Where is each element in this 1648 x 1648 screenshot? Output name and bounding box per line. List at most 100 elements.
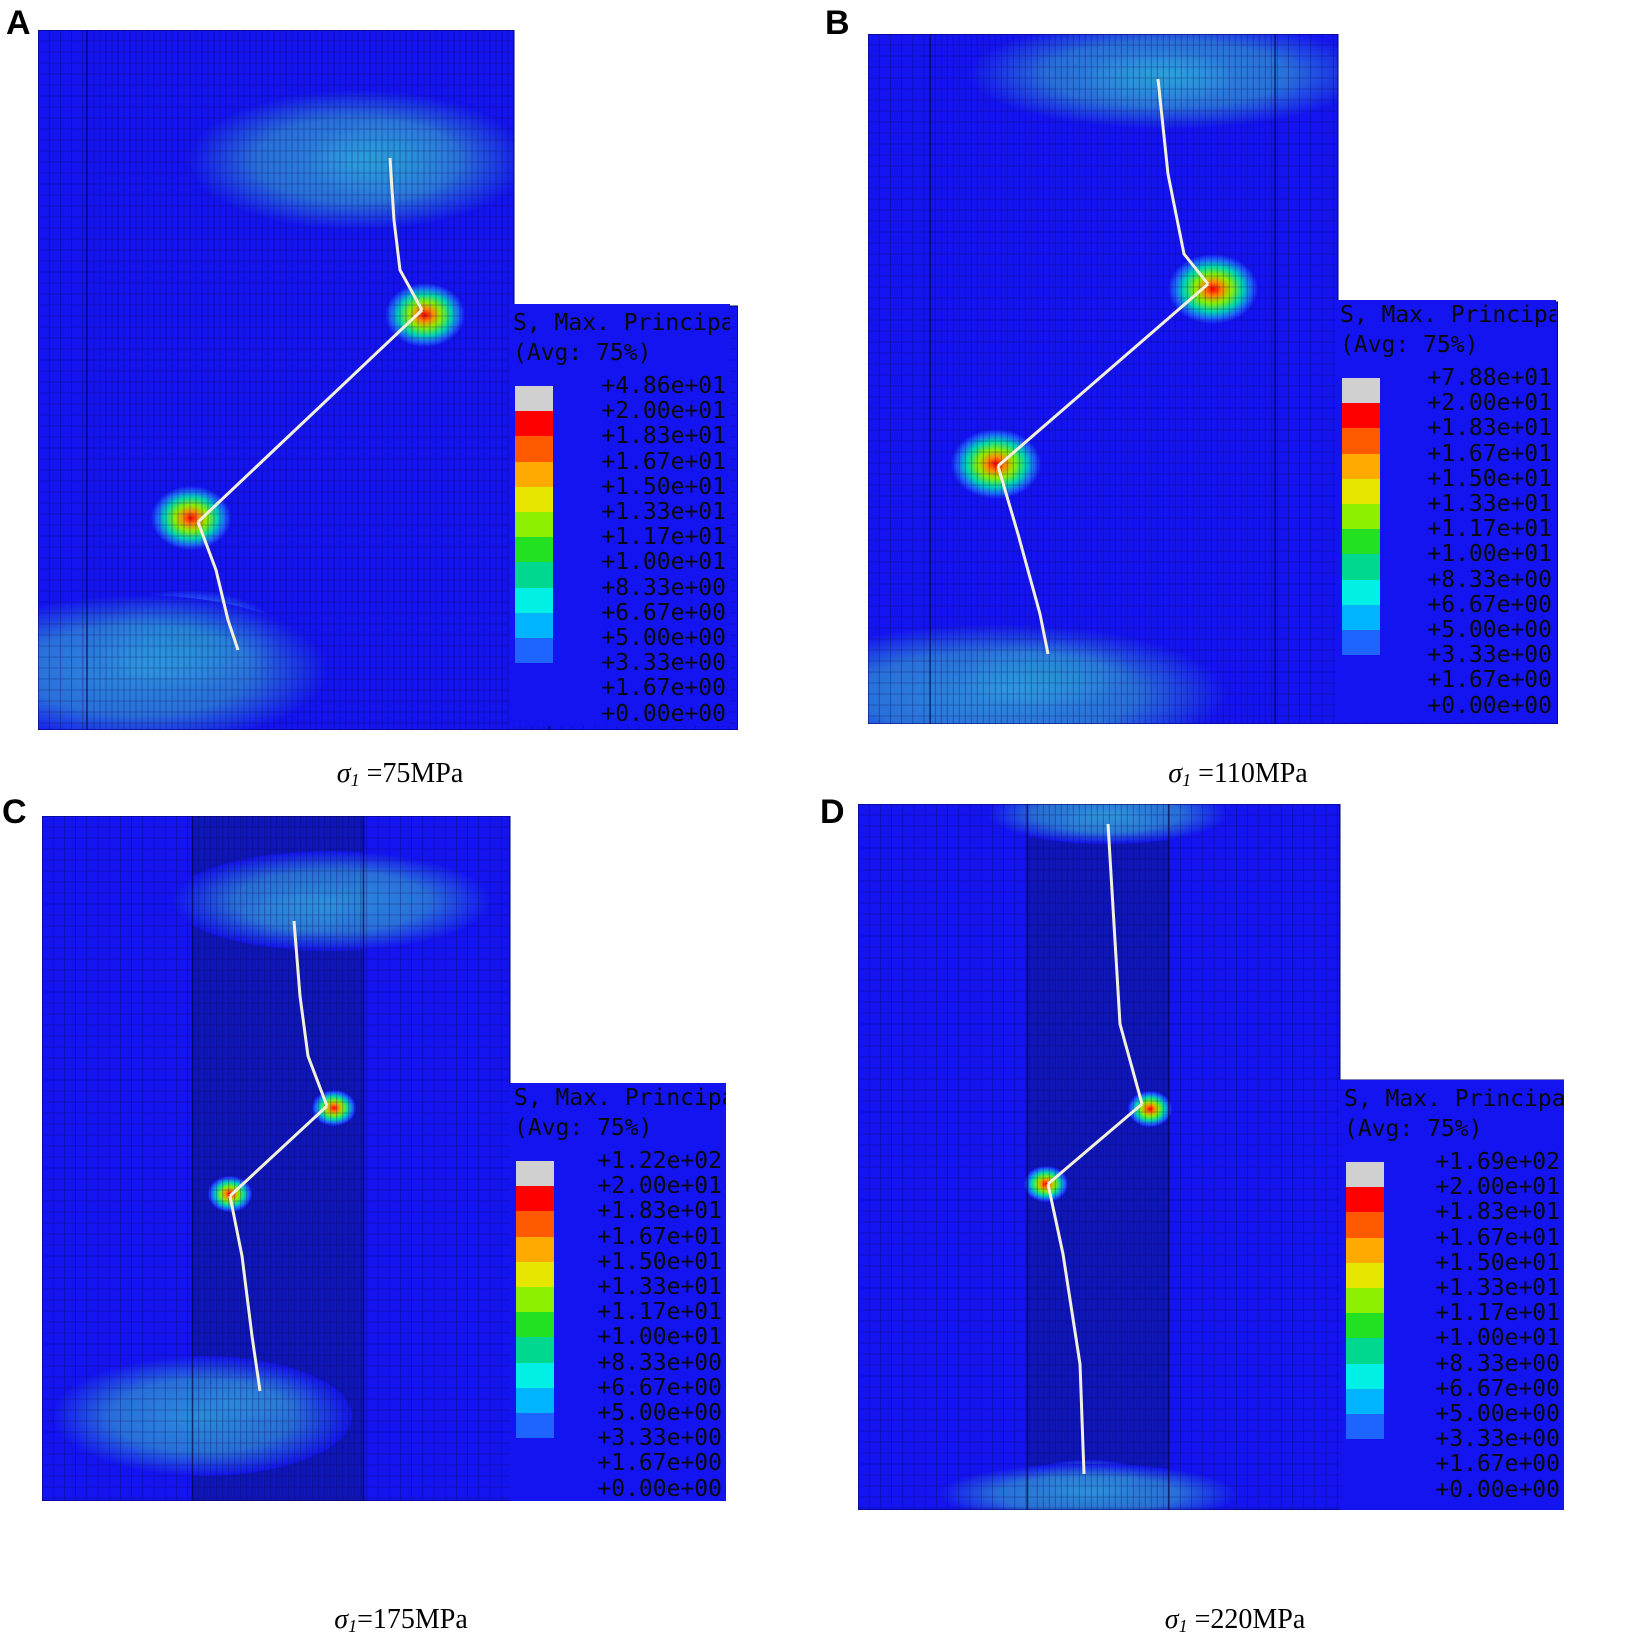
legend-color-swatch bbox=[1346, 1439, 1384, 1465]
stress-concentration-zone bbox=[385, 283, 465, 347]
sigma-subscript: 1 bbox=[1178, 1616, 1188, 1636]
legend-color-swatch bbox=[1342, 554, 1380, 581]
legend-tick-label: +1.00e+01 bbox=[1427, 541, 1552, 568]
legend-tick-label: +0.00e+00 bbox=[1435, 1476, 1560, 1503]
legend-color-swatch bbox=[515, 486, 553, 513]
legend-tick-label: +2.00e+01 bbox=[1435, 1174, 1560, 1201]
legend-color-swatch bbox=[516, 1287, 554, 1313]
legend-tick-label: +1.33e+01 bbox=[601, 499, 726, 525]
legend-color-swatch bbox=[515, 638, 553, 664]
legend-tick-label: +1.00e+01 bbox=[1435, 1325, 1560, 1352]
legend-tick-label: +3.33e+00 bbox=[597, 1425, 722, 1452]
legend-color-swatch bbox=[515, 537, 553, 563]
panel-caption: σ1 =110MPa bbox=[1128, 758, 1348, 791]
legend-color-swatch bbox=[1342, 655, 1380, 681]
sigma-subscript: 1 bbox=[1182, 770, 1192, 790]
legend-tick-label: +8.33e+00 bbox=[1435, 1350, 1560, 1377]
legend-tick-label: +6.67e+00 bbox=[1427, 591, 1552, 618]
legend-tick-label: +1.67e+00 bbox=[597, 1450, 722, 1477]
legend-tick-label: +1.83e+01 bbox=[601, 423, 726, 450]
legend-tick-label: +1.33e+01 bbox=[1435, 1275, 1560, 1301]
legend-color-swatch bbox=[516, 1413, 554, 1439]
legend-tick-label: +1.69e+02 bbox=[1435, 1149, 1560, 1175]
legend-subtitle: (Avg: 75%) bbox=[514, 1115, 653, 1141]
crack-path bbox=[196, 157, 424, 651]
panel-caption: σ1 =220MPa bbox=[1120, 1604, 1350, 1637]
legend-tick-label: +2.00e+01 bbox=[597, 1173, 722, 1200]
legend-tick-label: +1.67e+00 bbox=[1435, 1451, 1560, 1478]
sigma-symbol: σ bbox=[334, 1604, 349, 1635]
legend-color-swatch bbox=[516, 1161, 554, 1187]
legend-color-swatch bbox=[516, 1438, 554, 1464]
stress-concentration-zone bbox=[151, 486, 231, 550]
panel-label: A bbox=[6, 4, 31, 42]
legend-color-swatch bbox=[515, 386, 553, 412]
legend-color-swatch bbox=[1346, 1388, 1384, 1415]
legend-color-swatch bbox=[1342, 478, 1380, 505]
caption-value: =110MPa bbox=[1191, 758, 1308, 789]
legend-tick-label: +5.00e+00 bbox=[1427, 617, 1552, 643]
legend-tick-label: +1.17e+01 bbox=[1427, 516, 1552, 543]
legend-tick-label: +1.00e+01 bbox=[597, 1324, 722, 1351]
legend-tick-label: +1.83e+01 bbox=[1435, 1199, 1560, 1226]
legend-color-swatch bbox=[1342, 529, 1380, 555]
panel-caption: σ1=175MPa bbox=[306, 1604, 496, 1637]
legend-color-swatch bbox=[1346, 1212, 1384, 1239]
legend-tick-label: +1.50e+01 bbox=[1427, 465, 1552, 492]
legend-tick-label: +1.67e+01 bbox=[1435, 1224, 1560, 1251]
legend-tick-label: +6.67e+00 bbox=[601, 599, 726, 626]
legend-color-swatch bbox=[1346, 1288, 1384, 1314]
caption-value: =75MPa bbox=[359, 758, 464, 789]
legend-tick-label: +5.00e+00 bbox=[597, 1400, 722, 1426]
legend-color-swatch bbox=[516, 1236, 554, 1263]
sigma-subscript: 1 bbox=[350, 770, 360, 790]
legend-title: S, Max. Principal bbox=[513, 310, 730, 336]
legend-tick-label: +1.50e+01 bbox=[601, 473, 726, 500]
legend-color-swatch bbox=[516, 1261, 554, 1288]
legend-color-swatch bbox=[1342, 630, 1380, 656]
legend-tick-label: +1.22e+02 bbox=[597, 1148, 722, 1174]
panel-caption: σ1 =75MPa bbox=[300, 758, 500, 791]
legend-color-swatch bbox=[1342, 453, 1380, 480]
legend-tick-label: +7.88e+01 bbox=[1427, 365, 1552, 391]
legend-subtitle: (Avg: 75%) bbox=[1344, 1116, 1483, 1142]
legend-tick-label: +1.17e+01 bbox=[597, 1299, 722, 1326]
legend-tick-label: +8.33e+00 bbox=[597, 1349, 722, 1376]
legend-subtitle: (Avg: 75%) bbox=[1340, 332, 1479, 358]
legend-tick-label: +3.33e+00 bbox=[1427, 642, 1552, 669]
legend-color-swatch bbox=[515, 461, 553, 488]
legend-tick-label: +8.33e+00 bbox=[601, 574, 726, 601]
legend-tick-label: +1.67e+01 bbox=[1427, 440, 1552, 467]
legend-tick-label: +1.00e+01 bbox=[601, 549, 726, 576]
color-legend: S, Max. Principal (Avg: 75%) +1.69e+02 +2… bbox=[1340, 1080, 1564, 1510]
legend-tick-label: +1.67e+00 bbox=[1427, 667, 1552, 694]
color-legend: S, Max. Principal (Avg: 75%) +4.86e+01 +2… bbox=[509, 304, 730, 726]
legend-tick-label: +0.00e+00 bbox=[601, 700, 726, 726]
sigma-symbol: σ bbox=[1164, 1604, 1179, 1635]
sigma-symbol: σ bbox=[1168, 758, 1183, 789]
legend-color-swatch bbox=[1342, 378, 1380, 404]
legend-tick-label: +8.33e+00 bbox=[1427, 566, 1552, 593]
legend-color-swatch bbox=[1342, 604, 1380, 631]
legend-color-swatch bbox=[1342, 403, 1380, 429]
legend-color-swatch bbox=[516, 1337, 554, 1364]
legend-color-swatch bbox=[516, 1312, 554, 1338]
legend-color-swatch bbox=[1342, 504, 1380, 530]
legend-color-swatch bbox=[515, 612, 553, 639]
legend-tick-label: +2.00e+01 bbox=[1427, 390, 1552, 417]
stress-concentration-zone bbox=[968, 34, 1368, 129]
panel-label: B bbox=[825, 4, 850, 42]
panel-label: D bbox=[820, 793, 845, 831]
legend-color-swatch bbox=[516, 1387, 554, 1414]
legend-subtitle: (Avg: 75%) bbox=[513, 340, 652, 366]
legend-tick-label: +0.00e+00 bbox=[1427, 692, 1552, 719]
legend-tick-label: +5.00e+00 bbox=[601, 625, 726, 651]
legend-color-swatch bbox=[516, 1186, 554, 1212]
legend-tick-label: +1.50e+01 bbox=[1435, 1249, 1560, 1276]
legend-color-swatch bbox=[516, 1211, 554, 1238]
legend-tick-label: +1.33e+01 bbox=[1427, 491, 1552, 517]
legend-tick-label: +1.17e+01 bbox=[601, 524, 726, 551]
legend-color-swatch bbox=[1346, 1338, 1384, 1365]
legend-tick-label: +1.33e+01 bbox=[597, 1274, 722, 1300]
legend-tick-label: +3.33e+00 bbox=[1435, 1426, 1560, 1453]
